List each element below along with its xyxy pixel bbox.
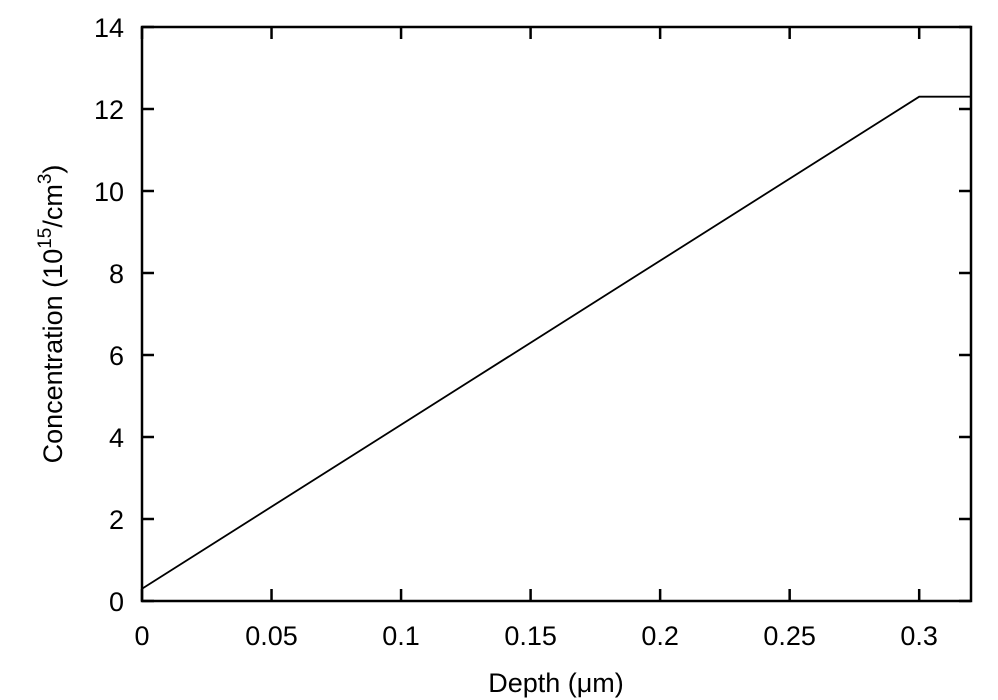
y-tick-label: 8	[109, 259, 124, 289]
x-tick-label: 0.25	[763, 621, 816, 651]
x-tick-label: 0.15	[504, 621, 557, 651]
x-tick-label: 0.3	[900, 621, 938, 651]
y-axis-label: Concentration (1015/cm3)	[35, 165, 68, 464]
y-tick-label: 6	[109, 341, 124, 371]
x-tick-label: 0.2	[641, 621, 679, 651]
y-tick-label: 0	[109, 587, 124, 617]
y-tick-label: 10	[94, 177, 124, 207]
x-tick-label: 0.05	[245, 621, 298, 651]
series-layer	[141, 95, 971, 590]
y-tick-label: 12	[94, 95, 124, 125]
plot-frame	[140, 25, 973, 603]
x-tick-label: 0	[134, 621, 149, 651]
y-tick-label: 4	[109, 423, 124, 453]
x-axis-label: Depth (μm)	[488, 668, 624, 698]
series-line	[141, 95, 971, 590]
x-axis-ticks: 0 0.05 0.1 0.15 0.2 0.25 0.3	[134, 27, 938, 651]
y-tick-label: 14	[94, 13, 124, 43]
x-tick-label: 0.1	[382, 621, 420, 651]
y-tick-label: 2	[109, 505, 124, 535]
y-axis-ticks: 0 2 4 6 8 10 12 14	[94, 13, 971, 617]
